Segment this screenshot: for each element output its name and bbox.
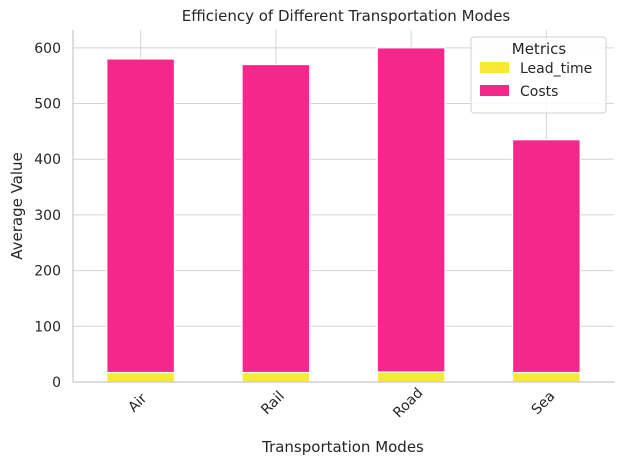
x-axis-label: Transportation Modes: [261, 438, 424, 456]
bar-costs-road: [376, 47, 446, 373]
legend: Metrics Lead_time Costs: [470, 36, 607, 114]
bar-lead-time-rail: [241, 371, 311, 383]
x-tick-label: Rail: [258, 388, 288, 418]
bars: [106, 47, 581, 383]
y-axis-label: Average Value: [8, 152, 26, 260]
bar-lead-time-sea: [511, 371, 581, 383]
x-tick-label: Air: [125, 391, 150, 416]
y-tick-labels: 0 100 200 300 400 500 600: [34, 41, 61, 391]
y-tick-label: 600: [34, 41, 61, 57]
bar-lead-time-road: [376, 371, 446, 383]
legend-entry: Lead_time: [520, 61, 592, 77]
x-tick-label: Sea: [529, 388, 559, 418]
x-tick-labels: Air Rail Road Sea: [125, 385, 558, 421]
bar-costs-sea: [511, 139, 581, 374]
legend-entry: Costs: [520, 84, 558, 100]
y-tick-label: 200: [34, 264, 61, 280]
legend-swatch: [480, 62, 509, 73]
y-tick-label: 300: [34, 208, 61, 224]
y-tick-label: 0: [52, 375, 61, 391]
axes: [72, 30, 614, 383]
y-tick-label: 500: [34, 97, 61, 113]
x-tick-label: Road: [390, 385, 426, 421]
bar-costs-air: [106, 58, 176, 374]
y-tick-label: 400: [34, 152, 61, 168]
chart-title: Efficiency of Different Transportation M…: [182, 7, 511, 25]
legend-swatch: [480, 85, 509, 96]
bar-lead-time-air: [106, 371, 176, 383]
bar-costs-rail: [241, 63, 311, 374]
legend-title: Metrics: [512, 40, 567, 58]
y-tick-label: 100: [34, 319, 61, 335]
